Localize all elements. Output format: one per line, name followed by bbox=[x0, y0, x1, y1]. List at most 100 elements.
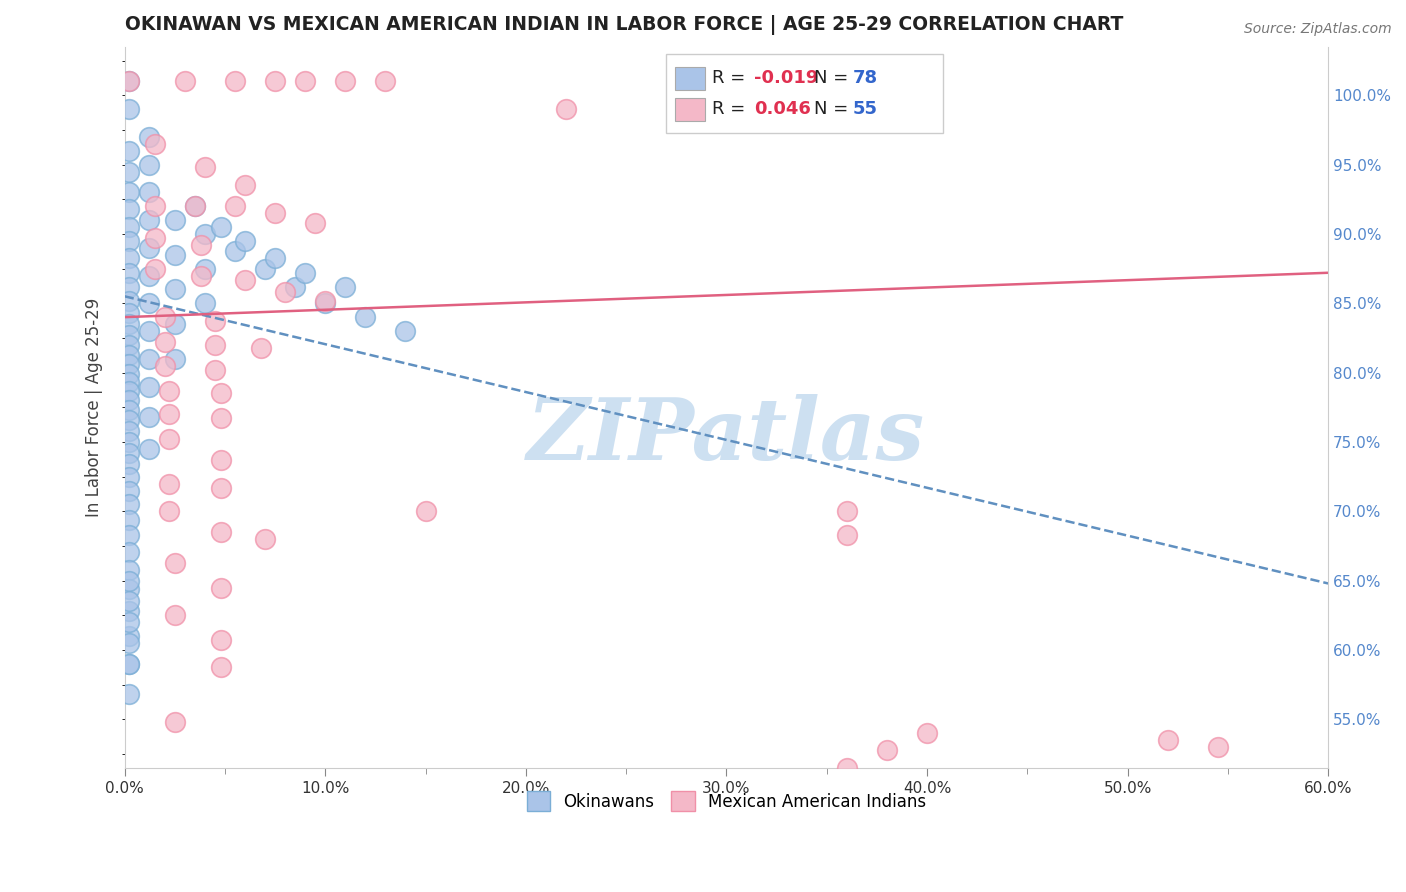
Point bbox=[138, 268, 160, 283]
Point bbox=[118, 384, 141, 398]
Point bbox=[138, 324, 160, 338]
Point bbox=[209, 219, 232, 234]
Point bbox=[194, 227, 217, 241]
Point bbox=[163, 213, 186, 227]
Point bbox=[118, 293, 141, 308]
Point bbox=[118, 393, 141, 408]
Point bbox=[118, 629, 141, 643]
Point bbox=[118, 74, 141, 88]
Point bbox=[254, 261, 277, 276]
FancyBboxPatch shape bbox=[666, 54, 943, 133]
Point bbox=[209, 386, 232, 401]
Point bbox=[304, 216, 326, 230]
Point bbox=[233, 234, 256, 248]
Point bbox=[204, 363, 226, 377]
Point bbox=[118, 164, 141, 178]
Point bbox=[157, 476, 180, 491]
Point bbox=[118, 348, 141, 362]
Point bbox=[143, 199, 166, 213]
Point bbox=[204, 314, 226, 328]
Point bbox=[118, 202, 141, 216]
Point bbox=[157, 407, 180, 421]
Text: OKINAWAN VS MEXICAN AMERICAN INDIAN IN LABOR FORCE | AGE 25-29 CORRELATION CHART: OKINAWAN VS MEXICAN AMERICAN INDIAN IN L… bbox=[125, 15, 1123, 35]
Point bbox=[354, 310, 377, 325]
Text: 78: 78 bbox=[853, 69, 877, 87]
Point bbox=[153, 335, 176, 350]
Point bbox=[209, 525, 232, 540]
Point bbox=[555, 102, 578, 116]
Point bbox=[209, 581, 232, 595]
Point bbox=[118, 413, 141, 427]
Point bbox=[250, 341, 273, 355]
Point bbox=[143, 231, 166, 245]
Point bbox=[118, 657, 141, 671]
Point bbox=[233, 178, 256, 193]
Point bbox=[118, 266, 141, 280]
Point bbox=[118, 469, 141, 483]
Point bbox=[138, 241, 160, 255]
Text: 0.046: 0.046 bbox=[754, 101, 811, 119]
Point bbox=[138, 186, 160, 200]
Point bbox=[876, 743, 898, 757]
Point bbox=[163, 317, 186, 331]
Point bbox=[118, 251, 141, 265]
Point bbox=[274, 285, 297, 300]
Point bbox=[224, 199, 246, 213]
Point bbox=[153, 359, 176, 373]
Point bbox=[118, 657, 141, 671]
Point bbox=[163, 556, 186, 570]
Point bbox=[194, 296, 217, 310]
Point bbox=[233, 273, 256, 287]
Point bbox=[118, 74, 141, 88]
Point bbox=[118, 144, 141, 158]
Point bbox=[138, 157, 160, 171]
Point bbox=[118, 513, 141, 527]
Point bbox=[294, 74, 316, 88]
Point bbox=[118, 102, 141, 116]
Text: R =: R = bbox=[711, 69, 745, 87]
Point bbox=[173, 74, 195, 88]
Point bbox=[194, 161, 217, 175]
Point bbox=[835, 761, 858, 775]
Point bbox=[264, 251, 287, 265]
Point bbox=[163, 351, 186, 366]
Point bbox=[118, 306, 141, 320]
Point bbox=[118, 528, 141, 542]
Text: Source: ZipAtlas.com: Source: ZipAtlas.com bbox=[1244, 22, 1392, 37]
Point bbox=[184, 199, 207, 213]
Point bbox=[138, 296, 160, 310]
Point bbox=[264, 74, 287, 88]
Point bbox=[254, 532, 277, 546]
Point bbox=[163, 282, 186, 296]
Point bbox=[190, 268, 212, 283]
Point bbox=[138, 351, 160, 366]
Point bbox=[163, 248, 186, 262]
Point bbox=[118, 279, 141, 293]
Point bbox=[118, 317, 141, 331]
Point bbox=[184, 199, 207, 213]
Point bbox=[209, 659, 232, 673]
Point bbox=[118, 186, 141, 200]
Y-axis label: In Labor Force | Age 25-29: In Labor Force | Age 25-29 bbox=[86, 298, 103, 517]
Point bbox=[118, 219, 141, 234]
Point bbox=[118, 234, 141, 248]
Point bbox=[284, 279, 307, 293]
Point bbox=[374, 74, 396, 88]
Legend: Okinawans, Mexican American Indians: Okinawans, Mexican American Indians bbox=[520, 785, 932, 817]
Point bbox=[209, 633, 232, 648]
Point bbox=[118, 563, 141, 577]
Point bbox=[835, 528, 858, 542]
Point bbox=[138, 410, 160, 425]
Point bbox=[143, 136, 166, 151]
Point bbox=[264, 206, 287, 220]
Point bbox=[118, 544, 141, 558]
Point bbox=[915, 726, 938, 740]
Point bbox=[415, 504, 437, 518]
Point bbox=[118, 403, 141, 417]
Point bbox=[163, 715, 186, 730]
Point bbox=[138, 379, 160, 393]
Text: -0.019: -0.019 bbox=[754, 69, 818, 87]
Text: N =: N = bbox=[814, 101, 848, 119]
Point bbox=[118, 574, 141, 588]
Point bbox=[1206, 740, 1229, 755]
